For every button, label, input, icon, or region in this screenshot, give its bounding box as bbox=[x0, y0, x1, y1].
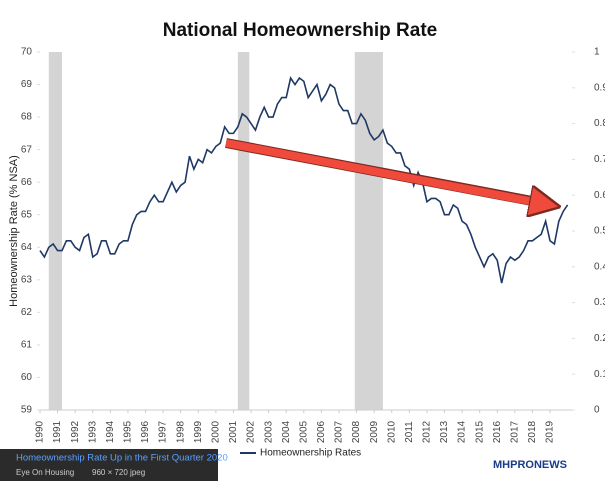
y2-tick-label: 0.5 bbox=[594, 226, 605, 237]
y-axis-label: Homeownership Rate (% NSA) bbox=[8, 155, 20, 307]
x-tick-label: 2009 bbox=[369, 420, 380, 443]
x-tick-label: 1991 bbox=[52, 420, 63, 443]
x-tick-label: 2014 bbox=[457, 420, 468, 443]
y-tick-label: 65 bbox=[21, 209, 33, 220]
y2-tick-label: 0.6 bbox=[594, 190, 605, 201]
y-tick-label: 67 bbox=[21, 144, 33, 155]
y2-tick-label: 1 bbox=[594, 47, 600, 58]
x-tick-label: 1994 bbox=[105, 420, 116, 443]
x-tick-label: 1995 bbox=[123, 420, 134, 443]
overlay-source: Eye On Housing bbox=[16, 468, 74, 477]
overlay-size: 960 × 720 jpeg bbox=[92, 468, 145, 477]
x-tick-label: 2002 bbox=[246, 420, 257, 443]
y2-tick-label: 0.9 bbox=[594, 82, 605, 93]
x-tick-label: 2006 bbox=[316, 420, 327, 443]
x-tick-label: 2000 bbox=[211, 420, 222, 443]
recession-band bbox=[48, 52, 62, 410]
plot: 59 60 61 62 63 64 65 66 67 68 69 70 0 0.1 0.2 0.3 0.4 0.5… bbox=[21, 47, 605, 443]
y-tick-label: 63 bbox=[21, 274, 33, 285]
series-line bbox=[39, 76, 569, 284]
recession-band bbox=[354, 52, 383, 410]
x-tick-label: 2016 bbox=[492, 420, 503, 443]
x-tick-label: 1992 bbox=[70, 420, 81, 443]
x-tick-label: 2019 bbox=[545, 420, 556, 443]
trend-arrow bbox=[225, 139, 545, 204]
y2-tick-label: 0.7 bbox=[594, 154, 605, 165]
chart-title: National Homeownership Rate bbox=[163, 20, 438, 41]
y2-tick-label: 0.1 bbox=[594, 369, 605, 380]
x-tick-label: 2008 bbox=[351, 420, 362, 443]
x-tick-label: 1997 bbox=[158, 420, 169, 443]
x-tick-label: 2017 bbox=[509, 420, 520, 443]
x-tick-label: 1993 bbox=[87, 420, 98, 443]
y2-tick-label: 0.2 bbox=[594, 333, 605, 344]
y2-tick-label: 0.3 bbox=[594, 297, 605, 308]
x-tick-label: 1990 bbox=[35, 420, 46, 443]
y-tick-label: 64 bbox=[21, 242, 33, 253]
x-tick-label: 2007 bbox=[334, 420, 345, 443]
x-tick-label: 2003 bbox=[263, 420, 274, 443]
x-tick-label: 2011 bbox=[404, 421, 415, 443]
y2-tick-label: 0.8 bbox=[594, 118, 605, 129]
y-tick-label: 62 bbox=[21, 307, 33, 318]
x-tick-label: 2001 bbox=[228, 420, 239, 443]
overlay-box bbox=[0, 449, 218, 481]
x-tick-label: 2005 bbox=[298, 420, 309, 443]
overlay-caption[interactable]: Homeownership Rate Up in the First Quart… bbox=[16, 453, 228, 464]
x-tick-label: 1998 bbox=[175, 420, 186, 443]
x-tick-label: 2004 bbox=[281, 420, 292, 443]
recession-band bbox=[237, 52, 250, 410]
x-tick-label: 2010 bbox=[386, 420, 397, 443]
legend-label: Homeownership Rates bbox=[260, 448, 361, 459]
y-tick-label: 69 bbox=[21, 79, 33, 90]
y-tick-label: 68 bbox=[21, 112, 33, 123]
y2-tick-label: 0.4 bbox=[594, 261, 605, 272]
y2-tick-label: 0 bbox=[594, 405, 600, 416]
y-tick-label: 60 bbox=[21, 372, 33, 383]
x-tick-label: 1996 bbox=[140, 420, 151, 443]
y-tick-label: 66 bbox=[21, 177, 33, 188]
x-tick-label: 2015 bbox=[474, 420, 485, 443]
logo: MHPRONEWS bbox=[493, 459, 567, 471]
y-tick-label: 59 bbox=[21, 405, 33, 416]
x-tick-label: 2013 bbox=[439, 420, 450, 443]
x-tick-label: 2012 bbox=[422, 420, 433, 443]
x-tick-label: 2018 bbox=[527, 420, 538, 443]
y-tick-label: 70 bbox=[21, 47, 33, 58]
y-tick-label: 61 bbox=[21, 340, 33, 351]
x-tick-label: 1999 bbox=[193, 420, 204, 443]
